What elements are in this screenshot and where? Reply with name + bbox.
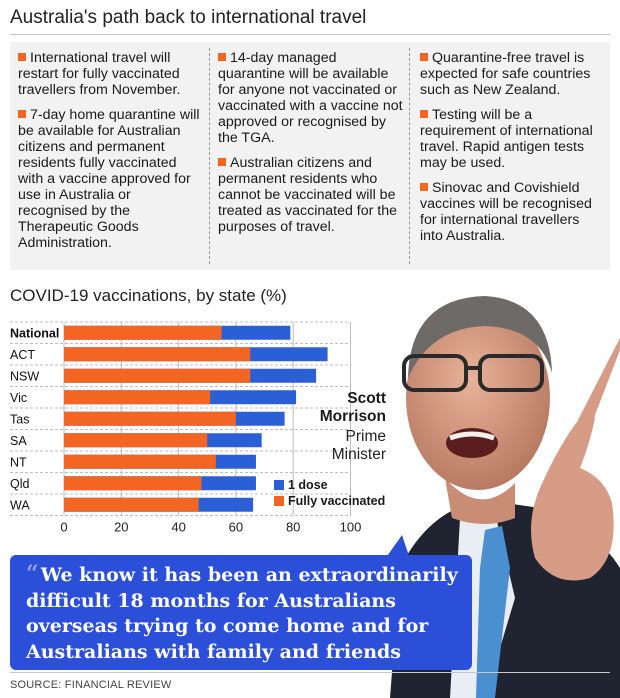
legend-swatch <box>274 496 284 506</box>
bullet-square-icon <box>420 53 428 61</box>
column-divider <box>409 48 410 264</box>
category-label: Qld <box>10 477 30 491</box>
bullet-square-icon <box>18 53 26 61</box>
category-label: Tas <box>10 412 29 426</box>
legend-item: 1 dose <box>274 478 385 493</box>
speaker-name: Scott Morrison <box>319 390 386 425</box>
bullet-square-icon <box>18 110 26 118</box>
x-tick-label: 80 <box>286 520 300 535</box>
bar-fully-vaccinated <box>64 454 216 469</box>
legend-swatch <box>274 480 284 490</box>
bar-fully-vaccinated <box>64 368 251 383</box>
x-tick-label: 40 <box>171 520 185 535</box>
bullet-item: International travel will restart for fu… <box>18 50 181 98</box>
bullet-square-icon <box>218 158 226 166</box>
bar-fully-vaccinated <box>64 390 211 405</box>
category-label: NSW <box>10 369 39 383</box>
bar-fully-vaccinated <box>64 411 236 426</box>
bar-fully-vaccinated <box>64 325 222 340</box>
category-label: WA <box>10 498 30 512</box>
category-label: National <box>10 326 59 340</box>
x-tick-label: 0 <box>60 520 67 535</box>
bullet-item: Sinovac and Covishield vaccines will be … <box>420 180 592 244</box>
bullet-square-icon <box>420 110 428 118</box>
bullet-item: 14-day managed quarantine will be availa… <box>218 50 403 146</box>
category-label: SA <box>10 434 27 448</box>
bullet-column-3: Quarantine-free travel is expected for s… <box>420 50 606 253</box>
info-panel: International travel will restart for fu… <box>10 42 610 270</box>
bullet-item: 7-day home quarantine will be available … <box>18 107 200 251</box>
chart-legend: 1 dose Fully vaccinated <box>274 478 385 510</box>
bullet-item: Quarantine-free travel is expected for s… <box>420 50 591 98</box>
category-label: Vic <box>10 391 27 405</box>
source-divider <box>10 672 610 673</box>
column-divider <box>209 48 210 264</box>
quote-pointer <box>385 535 410 559</box>
bullet-column-2: 14-day managed quarantine will be availa… <box>218 50 404 244</box>
chart-title: COVID-19 vaccinations, by state (%) <box>10 286 287 305</box>
legend-item: Fully vaccinated <box>274 494 385 509</box>
bar-fully-vaccinated <box>64 433 208 448</box>
bar-fully-vaccinated <box>64 497 199 512</box>
category-label: ACT <box>10 348 35 362</box>
bullet-square-icon <box>218 53 226 61</box>
bullet-square-icon <box>420 183 428 191</box>
bullet-item: Australian citizens and permanent reside… <box>218 155 398 235</box>
x-tick-label: 20 <box>114 520 128 535</box>
speaker-role: Prime Minister <box>331 428 386 463</box>
bullet-column-1: International travel will restart for fu… <box>18 50 204 260</box>
category-label: NT <box>10 455 27 469</box>
title-divider <box>10 34 610 35</box>
quote-mark-icon: “ <box>26 561 39 587</box>
quote-box: “We know it has been an extraordinarily … <box>10 555 472 688</box>
source-note: SOURCE: FINANCIAL REVIEW <box>10 679 172 691</box>
bullet-item: Testing will be a requirement of interna… <box>420 107 593 171</box>
x-tick-label: 60 <box>229 520 243 535</box>
quote-text: “We know it has been an extraordinarily … <box>26 561 458 688</box>
page-title: Australia's path back to international t… <box>10 7 367 28</box>
bar-fully-vaccinated <box>64 476 202 491</box>
x-tick-label: 100 <box>340 520 362 535</box>
bar-fully-vaccinated <box>64 347 251 362</box>
